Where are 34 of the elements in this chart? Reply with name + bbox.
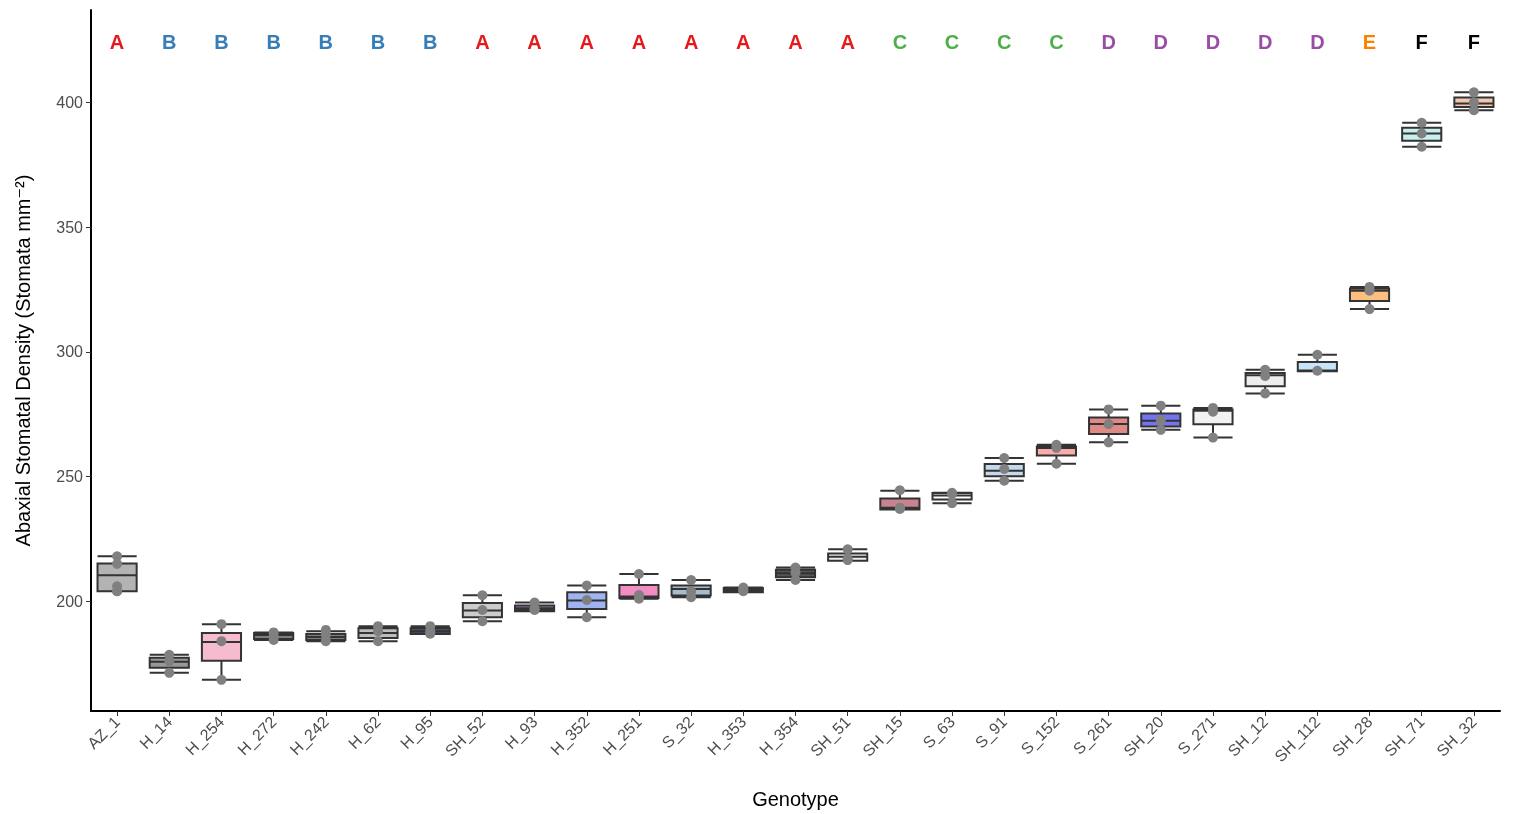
annotation: B — [266, 31, 281, 53]
annotation: A — [840, 31, 855, 53]
y-axis-title: Abaxial Stomatal Density (Stomata mm⁻²) — [12, 174, 34, 547]
annotation: F — [1415, 31, 1428, 53]
annotation: A — [788, 31, 803, 53]
annotation: B — [214, 31, 229, 53]
annotation: B — [370, 31, 386, 53]
annotation: D — [1257, 31, 1273, 53]
annotation: A — [579, 31, 594, 53]
annotation: A — [475, 31, 490, 53]
annotation: D — [1101, 31, 1116, 53]
annotation: B — [162, 31, 177, 53]
annotation: A — [527, 31, 542, 53]
annotation: D — [1153, 31, 1169, 53]
y-tick-label: 400 — [56, 93, 84, 111]
annotation: A — [109, 31, 125, 53]
annotation: C — [944, 31, 960, 53]
y-tick-label: 300 — [56, 343, 84, 361]
annotation: B — [318, 31, 334, 53]
y-tick-label: 200 — [56, 592, 84, 610]
annotation: C — [1049, 31, 1064, 53]
annotation: E — [1362, 31, 1377, 53]
annotation: C — [997, 31, 1012, 53]
annotation: A — [736, 31, 751, 53]
annotation: A — [683, 31, 699, 53]
y-tick-label: 350 — [56, 218, 84, 236]
annotation: F — [1467, 31, 1481, 53]
annotation: D — [1205, 31, 1221, 53]
x-axis-title: Genotype — [752, 788, 839, 810]
y-tick-label: 250 — [56, 468, 84, 485]
annotation: B — [422, 31, 438, 53]
annotation: D — [1310, 31, 1325, 53]
annotation: C — [892, 31, 908, 53]
annotation: A — [631, 31, 647, 53]
